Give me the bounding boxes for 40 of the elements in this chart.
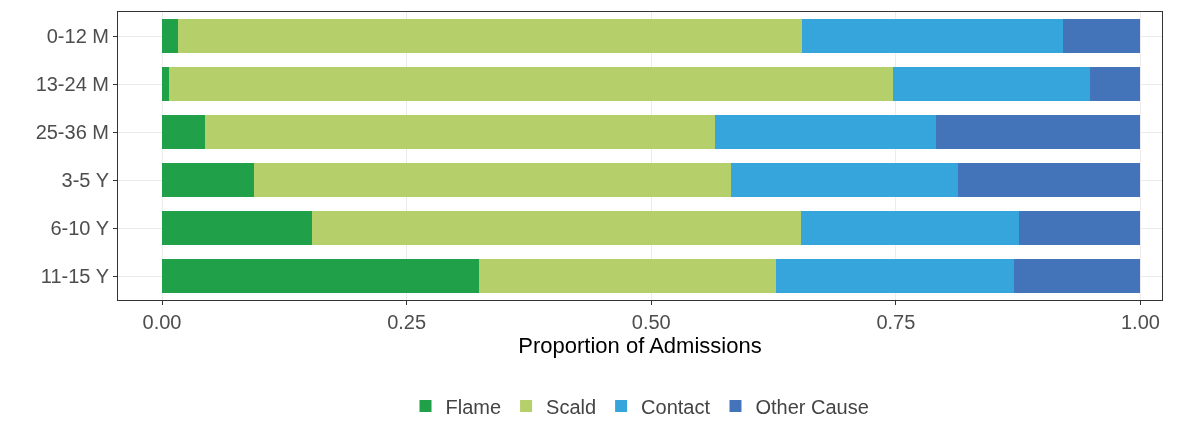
bar <box>731 162 958 198</box>
y-tick-label: 0-12 M <box>46 25 109 47</box>
bar <box>162 66 169 102</box>
bar <box>714 114 936 150</box>
bar <box>1063 18 1141 54</box>
x-tick-label: 0.25 <box>387 311 427 333</box>
bar <box>254 162 732 198</box>
bar <box>1019 210 1141 246</box>
legend-label: Scald <box>546 395 597 418</box>
bar <box>1014 258 1141 294</box>
bar <box>1089 66 1141 102</box>
bar <box>892 66 1090 102</box>
x-axis-title: Proportion of Admissions <box>518 333 762 358</box>
bar <box>162 258 480 294</box>
bar <box>162 210 312 246</box>
x-tick-label: 1.00 <box>1121 311 1160 333</box>
y-tick-label: 25-36 M <box>35 121 109 143</box>
x-tick-label: 0.50 <box>631 311 671 333</box>
y-tick-label: 13-24 M <box>35 73 109 95</box>
bar <box>957 162 1141 198</box>
bar <box>162 162 254 198</box>
x-tick-label: 0.00 <box>142 311 182 333</box>
legend-label: Contact <box>641 395 711 418</box>
bar <box>177 18 802 54</box>
legend-label: Other Cause <box>755 395 869 418</box>
bar <box>205 114 715 150</box>
y-tick-label: 11-15 Y <box>40 265 109 287</box>
bar <box>801 18 1064 54</box>
bar <box>162 18 178 54</box>
x-tick-label: 0.75 <box>876 311 916 333</box>
bar <box>162 114 206 150</box>
bar <box>311 210 801 246</box>
bar <box>168 66 893 102</box>
y-tick-label: 6-10 Y <box>50 217 109 239</box>
bar <box>775 258 1015 294</box>
bar <box>800 210 1020 246</box>
y-tick-label: 3-5 Y <box>61 169 109 191</box>
bar <box>935 114 1141 150</box>
legend-label: Flame <box>445 395 502 418</box>
bar <box>479 258 776 294</box>
